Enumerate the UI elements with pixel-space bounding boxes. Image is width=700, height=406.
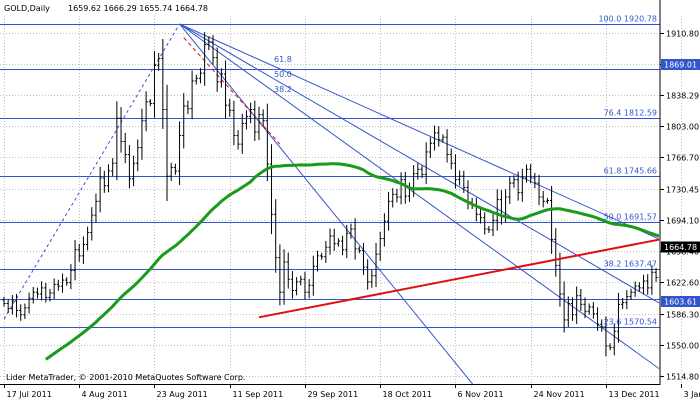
current-price-marker: 1664.78 bbox=[664, 243, 697, 252]
fib-level-label: 23.6 1570.54 bbox=[604, 318, 657, 327]
time-tick-label: 24 Nov 2011 bbox=[534, 390, 585, 399]
chart-ohlc: 1659.62 1666.29 1655.74 1664.78 bbox=[68, 4, 208, 13]
time-tick-label: 18 Oct 2011 bbox=[383, 390, 432, 399]
time-tick-label: 4 Aug 2011 bbox=[82, 390, 128, 399]
fib-level-label: 38.2 1637.47 bbox=[604, 260, 657, 269]
chart-title: GOLD,Daily bbox=[4, 4, 50, 13]
copyright-text: Lider MetaTrader, © 2001-2010 MetaQuotes… bbox=[6, 373, 245, 382]
price-tick-label: 1838.29 bbox=[666, 92, 699, 101]
price-tick-label: 1586.30 bbox=[666, 311, 699, 320]
fan-label: 38.2 bbox=[274, 85, 292, 94]
price-marker-low: 1603.61 bbox=[664, 298, 697, 307]
price-tick-label: 1622.60 bbox=[666, 279, 699, 288]
fan-label: 61.8 bbox=[274, 55, 292, 64]
time-tick-label: 29 Sep 2011 bbox=[308, 390, 359, 399]
time-tick-label: 3 Jan 2012 bbox=[684, 390, 700, 399]
fib-fan-labels: 61.8 50.0 38.2 bbox=[274, 55, 292, 94]
time-tick-label: 13 Dec 2011 bbox=[609, 390, 660, 399]
time-tick-label: 11 Sep 2011 bbox=[233, 390, 284, 399]
fan-label: 50.0 bbox=[274, 70, 292, 79]
price-tick-label: 1803.00 bbox=[666, 123, 699, 132]
fib-level-label: 50.0 1691.57 bbox=[604, 213, 657, 222]
time-tick-label: 23 Aug 2011 bbox=[157, 390, 208, 399]
fib-level-label: 76.4 1812.59 bbox=[604, 109, 657, 118]
price-tick-label: 1730.45 bbox=[666, 186, 699, 195]
price-tick-label: 1550.00 bbox=[666, 342, 699, 351]
time-tick-label: 6 Nov 2011 bbox=[458, 390, 504, 399]
time-tick-label: 17 Jul 2011 bbox=[7, 390, 52, 399]
price-tick-label: 1514.80 bbox=[666, 373, 699, 382]
price-tick-label: 1910.80 bbox=[666, 30, 699, 39]
fib-level-label: 61.8 1745.66 bbox=[604, 167, 657, 176]
price-tick-label: 1694.10 bbox=[666, 217, 699, 226]
price-marker-high: 1869.01 bbox=[664, 61, 697, 70]
price-tick-label: 1766.70 bbox=[666, 154, 699, 163]
fib-level-label: 100.0 1920.78 bbox=[598, 15, 657, 24]
